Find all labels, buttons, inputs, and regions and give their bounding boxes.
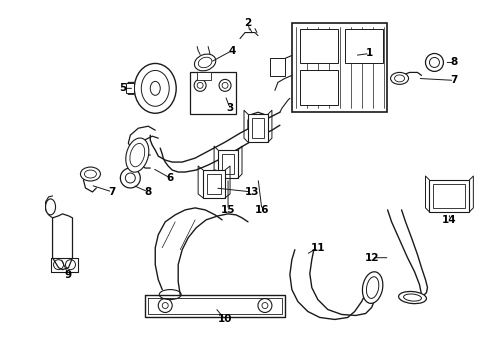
Text: 2: 2 bbox=[244, 18, 251, 28]
Text: 7: 7 bbox=[450, 75, 457, 85]
Bar bbox=[247, 114, 267, 142]
Text: 14: 14 bbox=[441, 215, 456, 225]
Bar bbox=[203, 170, 224, 198]
Text: 10: 10 bbox=[217, 314, 232, 324]
Ellipse shape bbox=[390, 72, 407, 84]
Text: 1: 1 bbox=[366, 49, 372, 58]
Circle shape bbox=[425, 54, 443, 71]
Text: 5: 5 bbox=[119, 84, 126, 93]
Text: 13: 13 bbox=[244, 187, 259, 197]
Text: 12: 12 bbox=[364, 253, 378, 263]
Bar bbox=[197, 72, 211, 80]
Bar bbox=[207, 174, 221, 194]
Text: 11: 11 bbox=[310, 243, 325, 253]
Text: 8: 8 bbox=[450, 58, 457, 67]
Bar bbox=[251, 118, 264, 138]
Bar bbox=[344, 28, 382, 63]
Ellipse shape bbox=[194, 54, 215, 71]
Text: 8: 8 bbox=[144, 187, 152, 197]
Bar bbox=[190, 72, 236, 114]
Text: 3: 3 bbox=[226, 103, 233, 113]
Bar bbox=[126, 84, 134, 93]
Ellipse shape bbox=[134, 63, 176, 113]
Bar bbox=[299, 28, 337, 63]
Ellipse shape bbox=[81, 167, 100, 181]
Bar bbox=[432, 184, 465, 208]
Bar bbox=[428, 180, 468, 212]
Ellipse shape bbox=[362, 272, 382, 303]
Ellipse shape bbox=[398, 292, 426, 303]
Bar bbox=[291, 23, 386, 112]
Text: 16: 16 bbox=[254, 205, 269, 215]
Bar bbox=[269, 58, 285, 76]
Ellipse shape bbox=[125, 138, 148, 172]
Text: 6: 6 bbox=[166, 173, 173, 183]
Circle shape bbox=[120, 168, 140, 188]
Text: 7: 7 bbox=[108, 187, 116, 197]
Bar bbox=[299, 71, 337, 105]
Text: 9: 9 bbox=[65, 270, 72, 280]
Bar bbox=[222, 154, 234, 174]
Text: 15: 15 bbox=[221, 205, 235, 215]
Bar bbox=[218, 150, 238, 178]
Ellipse shape bbox=[45, 199, 56, 215]
Text: 4: 4 bbox=[228, 45, 235, 55]
